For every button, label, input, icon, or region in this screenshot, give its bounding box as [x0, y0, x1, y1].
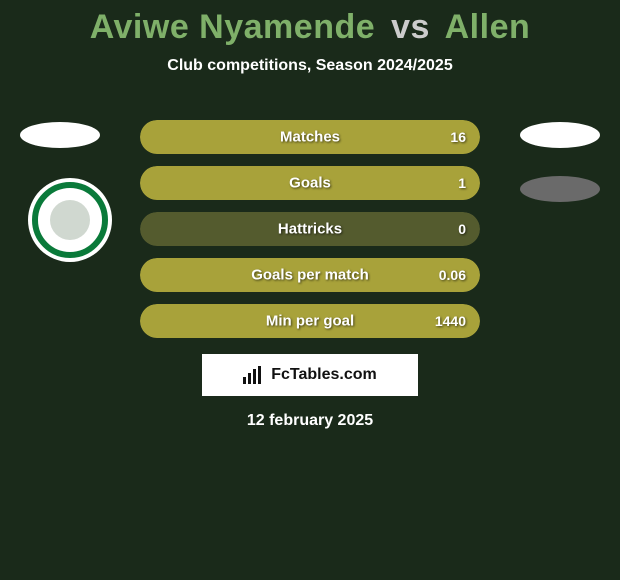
stat-value: 0.06 [439, 267, 466, 283]
player2-club-placeholder [520, 176, 600, 202]
player1-avatar-placeholder [20, 122, 100, 148]
branding-label: FcTables.com [271, 366, 377, 384]
subtitle: Club competitions, Season 2024/2025 [0, 57, 620, 75]
stats-chart: Matches 16 Goals 1 Hattricks 0 Goals per match… [140, 120, 480, 350]
club-ring-icon [32, 182, 108, 258]
stat-row: Goals per match 0.06 [140, 258, 480, 292]
page-title: Aviwe Nyamende vs Allen [0, 0, 620, 47]
branding-box: FcTables.com [202, 354, 418, 396]
player2-avatar-placeholder [520, 122, 600, 148]
stat-row: Goals 1 [140, 166, 480, 200]
stat-value: 1 [458, 175, 466, 191]
stat-value: 16 [450, 129, 466, 145]
stat-label: Matches [280, 129, 340, 146]
stat-label: Hattricks [278, 221, 342, 238]
bars-icon [243, 366, 265, 384]
date-label: 12 february 2025 [247, 412, 373, 430]
stat-row: Hattricks 0 [140, 212, 480, 246]
player2-name: Allen [445, 8, 531, 46]
vs-text: vs [391, 8, 430, 46]
player1-name: Aviwe Nyamende [90, 8, 375, 46]
stat-row: Matches 16 [140, 120, 480, 154]
stat-label: Min per goal [266, 313, 354, 330]
stat-label: Goals per match [251, 267, 369, 284]
stat-row: Min per goal 1440 [140, 304, 480, 338]
stat-value: 1440 [435, 313, 466, 329]
stat-label: Goals [289, 175, 331, 192]
stat-value: 0 [458, 221, 466, 237]
player1-club-badge [28, 178, 112, 262]
